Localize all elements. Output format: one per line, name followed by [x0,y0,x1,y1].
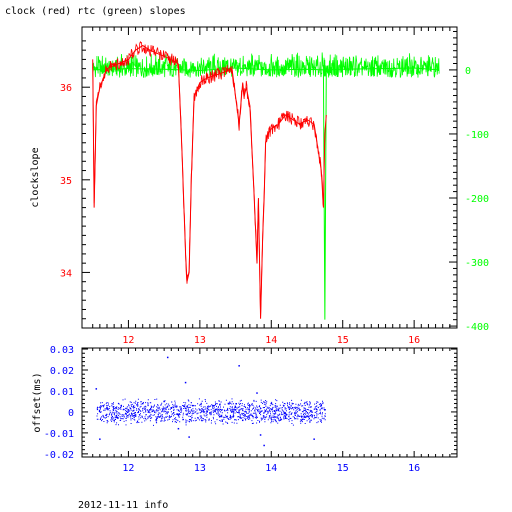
rtc-series-line [92,67,440,320]
bottom-plot-frame [81,347,458,458]
y-tick-label: 0.02 [50,366,74,377]
rtc-noise-line [92,52,440,78]
offset-point [241,419,244,422]
y2-tick-label: -300 [465,258,489,269]
offset-point [156,417,158,419]
offset-point [256,392,258,394]
offset-point [234,409,237,411]
y-tick-label: 0 [68,408,74,419]
y-tick-label: 0.03 [50,345,74,356]
offset-point [99,438,101,440]
y2-tick-label: 0 [465,66,471,77]
offset-point [177,427,180,430]
offset-point [166,356,169,359]
y-tick-label: 35 [60,176,72,187]
x-tick-label: 12 [122,335,134,346]
y-tick-label: 0.01 [50,387,74,398]
offset-point [127,409,130,411]
offset-point [213,404,215,407]
x-tick-label: 14 [265,463,277,474]
offset-point [270,402,273,405]
x-tick-label: 15 [337,463,349,474]
slopes-chart: 12 13 14 15 16 34 35 36 -400 -300 -200 -100 0 clocksl… [30,26,489,346]
offset-point [320,404,323,407]
offset-point [306,415,308,417]
offset-point [191,404,194,407]
y-axis-label: offset(ms) [32,372,43,432]
offset-point [284,417,287,419]
offset-point [277,409,280,411]
offset-point [291,406,294,409]
y-tick-label: 36 [60,83,72,94]
offset-point [120,404,123,407]
y2-tick-label: -200 [465,194,489,205]
footer-info: 2012-11-11 info [78,500,169,511]
x-tick-label: 14 [265,335,277,346]
offset-point [170,406,173,409]
offset-point [141,402,144,405]
y2-tick-label: -400 [465,322,489,333]
offset-point [220,415,223,417]
clock-jitter-line [92,40,326,319]
top-plot-frame [81,26,458,329]
offset-point [263,444,265,447]
offset-point [163,400,165,403]
x-tick-label: 16 [408,335,420,346]
chart-title: clock (red) rtc (green) slopes [5,6,186,17]
offset-point [238,365,240,367]
offset-point [249,404,251,407]
offset-point [134,415,137,417]
offset-point [149,409,151,411]
y-tick-label: 34 [60,268,72,279]
x-tick-label: 13 [194,335,206,346]
offset-chart: 12 13 14 15 16 0.03 0.02 0.01 0 -0.01 -0.02 offset(… [32,345,458,474]
offset-point [113,419,115,422]
offset-point [199,409,201,411]
offset-point [184,381,187,384]
offset-band [96,398,326,426]
clock-series-line [92,44,327,319]
offset-point [95,388,98,390]
x-tick-label: 13 [194,463,206,474]
offset-point [206,411,208,413]
y-tick-label: -0.01 [44,429,74,440]
offset-point [324,409,326,411]
y-tick-label: -0.02 [44,450,74,461]
y-axis-label: clockslope [30,147,41,207]
offset-point [313,438,315,440]
x-tick-label: 15 [337,335,349,346]
offset-point [188,436,190,438]
offset-point [299,409,301,411]
x-tick-label: 12 [122,463,134,474]
offset-point [259,434,262,436]
y2-tick-label: -100 [465,130,489,141]
offset-point [227,402,230,405]
x-tick-label: 16 [408,463,420,474]
offset-point [106,406,108,409]
